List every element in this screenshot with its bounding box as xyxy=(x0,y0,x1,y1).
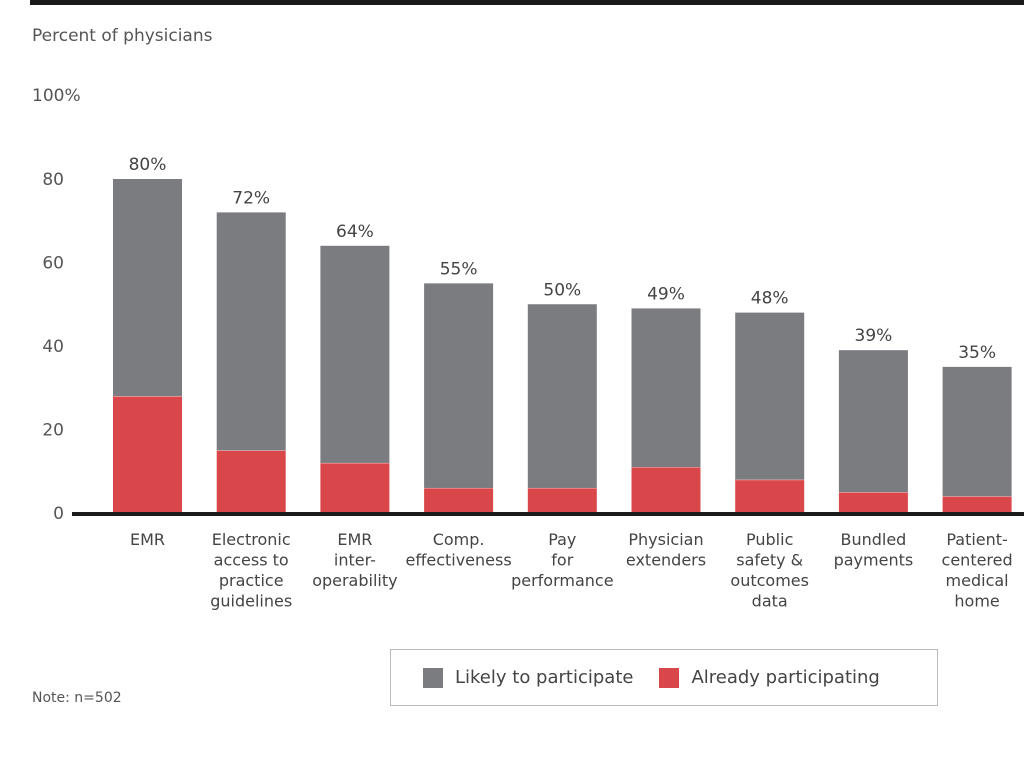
bar-segment-already xyxy=(320,462,390,513)
bar-segment-already xyxy=(216,450,286,513)
total-data-label: 64% xyxy=(336,222,374,242)
total-data-label: 55% xyxy=(440,259,478,279)
y-tick-label: 80 xyxy=(42,170,64,190)
total-data-label: 35% xyxy=(958,343,996,363)
bar-segment-likely xyxy=(735,312,805,480)
legend-swatch-already xyxy=(659,667,680,688)
bar-segment-likely xyxy=(216,212,286,451)
y-axis-top-label: 100% xyxy=(32,86,81,106)
bar-segment-already xyxy=(424,487,494,513)
bar-segment-already xyxy=(527,487,597,513)
bar-segment-likely xyxy=(320,245,390,463)
total-data-label: 48% xyxy=(751,289,789,309)
bar-segment-likely xyxy=(942,366,1012,497)
bar-segment-already xyxy=(735,479,805,513)
x-tick-label: Electronic access to practice guidelines xyxy=(210,530,292,611)
y-tick-label: 60 xyxy=(42,254,64,274)
legend-label-likely: Likely to participate xyxy=(455,667,634,688)
x-tick-label: Comp. effectiveness xyxy=(405,530,511,570)
chart-note: Note: n=502 xyxy=(32,690,122,706)
total-data-label: 39% xyxy=(855,326,893,346)
bar-segment-likely xyxy=(424,283,494,488)
total-data-label: 72% xyxy=(232,188,270,208)
legend-item-likely: Likely to participate xyxy=(423,667,633,688)
total-data-label: 80% xyxy=(129,155,167,175)
bar-segment-likely xyxy=(527,304,597,488)
x-tick-label: EMR xyxy=(130,530,165,549)
y-tick-label: 20 xyxy=(42,421,64,441)
x-tick-label: Bundled payments xyxy=(834,530,914,570)
x-tick-label: Physician extenders xyxy=(626,530,706,570)
bar-segment-likely xyxy=(113,179,182,397)
y-tick-label: 40 xyxy=(42,337,64,357)
bar-segment-likely xyxy=(838,350,908,493)
bar-segment-already xyxy=(942,496,1012,513)
legend-item-already: Already participating xyxy=(659,667,880,688)
legend-label-already: Already participating xyxy=(691,667,880,688)
total-data-label: 49% xyxy=(647,284,685,304)
x-tick-label: EMR inter-operability xyxy=(312,530,397,590)
bar-segment-likely xyxy=(631,308,701,468)
x-tick-label: Patient-centered medical home xyxy=(942,530,1013,611)
bar-segment-already xyxy=(631,467,701,513)
y-tick-label: 0 xyxy=(53,504,64,524)
legend: Likely to participate Already participat… xyxy=(390,649,938,706)
y-axis-label: Percent of physicians xyxy=(32,26,213,46)
x-tick-label: Pay for performance xyxy=(511,530,613,590)
bar-segment-already xyxy=(113,396,182,513)
top-rule xyxy=(30,0,1024,5)
x-tick-label: Public safety & outcomes data xyxy=(730,530,809,611)
legend-swatch-likely xyxy=(423,667,443,688)
total-data-label: 50% xyxy=(543,280,581,300)
bar-segment-already xyxy=(838,492,908,513)
